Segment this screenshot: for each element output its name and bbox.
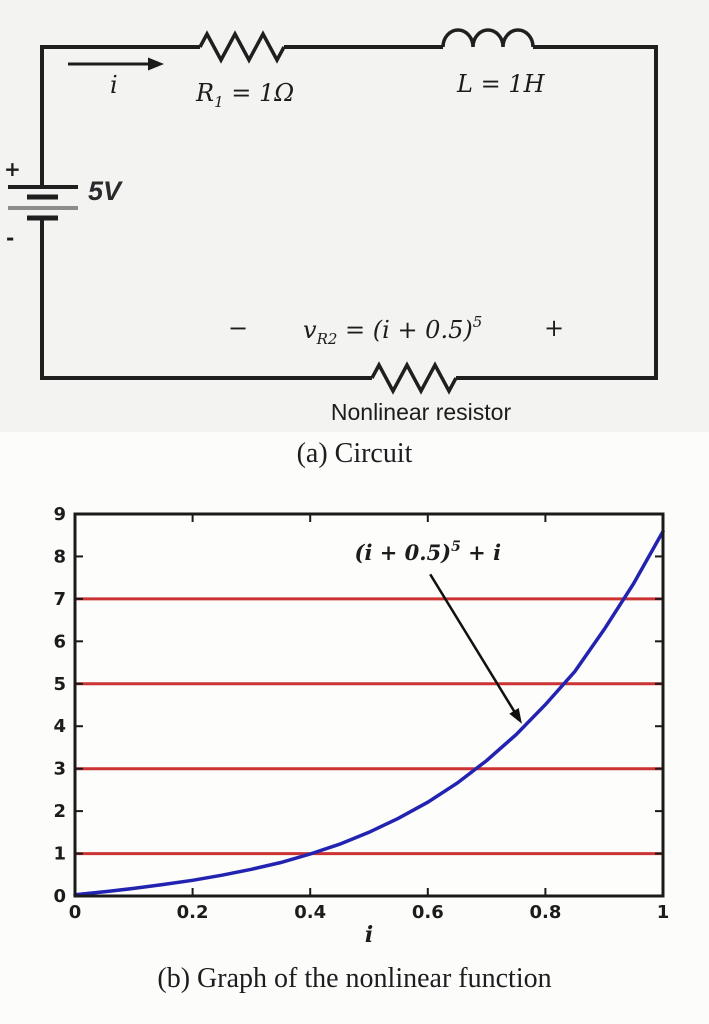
nonlinear-function-chart: 0 0.2 0.4 0.6 0.8 1 0 1 2 3 4 5 6 7 8 9 (i + 0.5)5 + i i — [53, 504, 670, 948]
circuit-panel — [0, 0, 709, 432]
y-tick-label: 5 — [53, 674, 66, 695]
plot-area — [75, 514, 663, 896]
battery-voltage-label: 5V — [88, 176, 123, 206]
plot-border — [73, 512, 665, 898]
current-label: i — [110, 71, 118, 99]
y-tick-label: 1 — [53, 844, 66, 865]
caption-graph: (b) Graph of the nonlinear function — [157, 963, 552, 994]
vr2-plus-sign: + — [544, 314, 564, 342]
y-tick-label: 2 — [53, 801, 66, 822]
inductor-label: L = 1H — [456, 70, 546, 98]
x-tick-label: 0 — [69, 902, 82, 923]
vr2-minus-sign: − — [228, 314, 248, 342]
y-tick-label: 9 — [53, 504, 66, 525]
x-axis-label: i — [365, 922, 373, 948]
y-tick-label: 6 — [53, 631, 66, 652]
inductor-symbol — [441, 28, 535, 48]
x-tick-label: 0.8 — [529, 902, 561, 923]
annotation-arrow-shaft — [429, 573, 518, 716]
resistor-r1-symbol — [198, 30, 286, 64]
vr2-equation: vR2 = (i + 0.5)5 — [303, 313, 482, 348]
x-tick-label: 1 — [657, 902, 670, 923]
resistor-r1-label: R1 = 1Ω — [195, 79, 294, 111]
battery-minus-label: - — [6, 226, 14, 250]
circuit-diagram: + - 5V i R1 = 1Ω L = 1H − vR2 = (i + 0.5… — [4, 28, 658, 425]
x-tick-label: 0.6 — [412, 902, 444, 923]
current-arrow-head — [148, 57, 164, 71]
y-tick-label: 3 — [53, 759, 66, 780]
x-tick-label: 0.4 — [294, 902, 326, 923]
y-tick-label: 4 — [53, 716, 66, 737]
nonlinear-resistor-symbol — [370, 361, 458, 395]
nonlinear-curve — [73, 529, 665, 897]
annotation-arrow-head — [509, 708, 522, 724]
wire-left-top — [40, 45, 200, 186]
y-tick-label: 0 — [53, 886, 66, 907]
y-tick-label: 8 — [53, 546, 66, 567]
curve-annotation: (i + 0.5)5 + i — [355, 539, 502, 565]
x-tick-label: 0.2 — [177, 902, 209, 923]
caption-circuit: (a) Circuit — [296, 438, 413, 469]
nonlinear-resistor-label: Nonlinear resistor — [331, 399, 512, 425]
wire-bottom-left — [40, 219, 372, 380]
y-tick-label: 7 — [53, 589, 66, 610]
wire-right — [456, 45, 658, 380]
battery-plus-label: + — [4, 157, 21, 181]
